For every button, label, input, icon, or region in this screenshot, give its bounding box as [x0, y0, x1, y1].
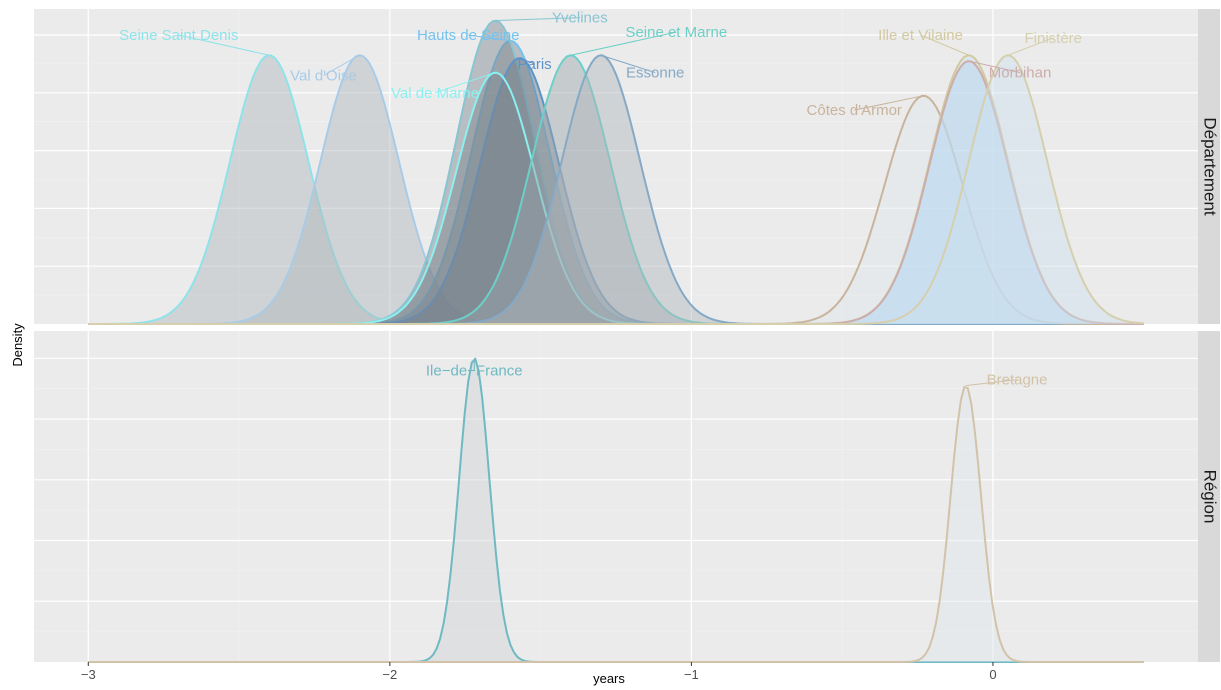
label-leader-line	[468, 34, 511, 42]
facet-strip-label: Département	[1201, 117, 1220, 216]
label-leader-line	[920, 34, 970, 56]
density-line	[88, 54, 1144, 325]
series-label: Ille et Vilaine	[878, 27, 963, 44]
series-group	[88, 19, 1144, 325]
x-axis: −3 −2 −1 0	[81, 662, 997, 682]
density-line	[88, 385, 1144, 663]
series-label: Hauts de Seine	[417, 27, 520, 44]
density-area	[88, 55, 1144, 325]
x-tick-label: −2	[382, 667, 397, 682]
density-area	[88, 55, 1144, 325]
density-area	[88, 61, 1144, 324]
label-leader-line	[323, 54, 360, 76]
label-leader-line	[600, 54, 656, 74]
label-leader-line	[965, 379, 1018, 387]
label-leader-line	[519, 57, 535, 65]
label-leader-line	[570, 31, 677, 56]
label-leader-line	[434, 72, 496, 94]
series-label: Val de Marne	[391, 85, 479, 102]
series-label: Seine Saint Denis	[119, 27, 238, 44]
label-group: Seine Saint Denis Val d'Oise Hauts de Sein…	[119, 10, 1082, 119]
series-label: Ile−de−France	[426, 362, 523, 379]
label-leader-line	[854, 95, 924, 111]
density-area	[88, 95, 1144, 325]
x-axis-title: years	[593, 671, 625, 686]
density-area	[88, 55, 1144, 325]
series-label: Bretagne	[987, 372, 1048, 389]
label-group: Ile−de−France Bretagne	[426, 358, 1048, 389]
panel-background	[34, 331, 1198, 662]
series-label: Seine et Marne	[625, 24, 727, 41]
density-area	[88, 55, 1144, 325]
series-label: Finistère	[1024, 30, 1082, 47]
label-leader-line	[495, 17, 580, 22]
facet-strip	[1198, 331, 1220, 662]
series-label: Paris	[517, 56, 551, 73]
label-leader-line	[968, 60, 1021, 74]
series-label: Yvelines	[552, 10, 608, 27]
x-tick-label: −1	[684, 667, 699, 682]
series-label: Essonne	[626, 65, 684, 82]
label-leader-line	[178, 34, 270, 56]
series-group	[88, 357, 1144, 663]
y-axis-title: Density	[10, 323, 25, 367]
x-tick-label: −3	[81, 667, 96, 682]
density-area	[88, 55, 1144, 325]
facet-strip-label: Région	[1201, 470, 1220, 524]
x-tick-label: 0	[989, 667, 996, 682]
facet-panels: Seine Saint Denis Val d'Oise Hauts de Sein…	[34, 9, 1220, 663]
panel-1: Seine Saint Denis Val d'Oise Hauts de Sein…	[34, 9, 1220, 325]
facet-strip	[1198, 9, 1220, 324]
series-label: Morbihan	[989, 65, 1052, 82]
series-label: Côtes d'Armor	[807, 102, 902, 119]
label-leader-line	[1007, 37, 1054, 56]
series-label: Val d'Oise	[290, 67, 357, 84]
panel-2: Ile−de−France Bretagne Région	[34, 331, 1220, 663]
